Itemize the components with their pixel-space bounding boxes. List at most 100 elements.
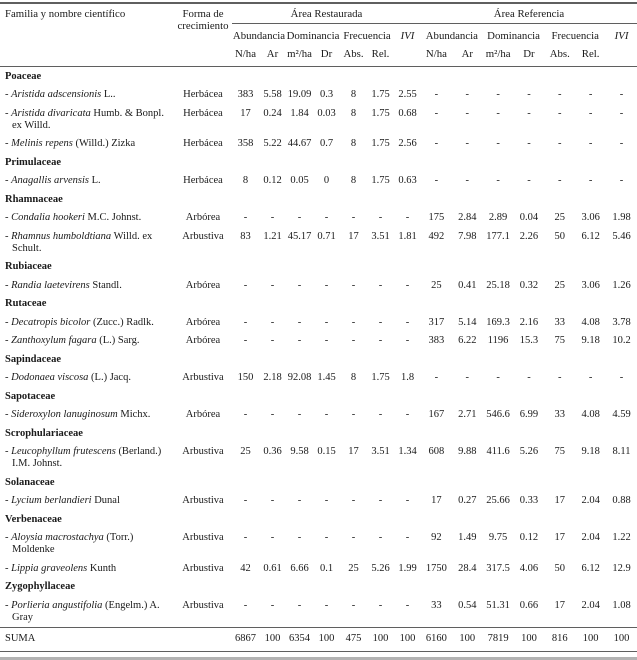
family-row: Sapotaceae — [0, 387, 637, 406]
value-cell: 4.08 — [581, 409, 600, 420]
value-cell: - — [324, 279, 329, 291]
value-cell: - — [465, 138, 470, 149]
value-cell: 1.45 — [317, 372, 336, 383]
species-binomial: Zanthoxylum fagara — [11, 335, 97, 346]
species-row: - Aloysia macrostachya (Torr.) Moldenke A… — [0, 529, 637, 560]
family-name: Rutaceae — [5, 298, 47, 309]
value-cell: - — [351, 532, 356, 543]
value-cell: - — [405, 279, 410, 291]
value-cell: 8 — [350, 107, 357, 119]
value-cell: - — [351, 495, 356, 506]
value-cell: - — [434, 372, 439, 383]
species-name-cell: - Randia laetevirens Standl. — [5, 279, 122, 291]
value-cell: 1.75 — [371, 107, 390, 119]
value-cell: - — [434, 175, 439, 186]
value-cell: 5.26 — [371, 562, 390, 574]
value-cell: 6.12 — [581, 230, 600, 242]
suma-value-cell: 100 — [451, 626, 483, 652]
metric-header-frequency-reference: Frecuencia — [551, 30, 599, 42]
value-cell: 7.98 — [458, 230, 477, 242]
value-cell: 42 — [240, 562, 251, 574]
value-cell: 9.18 — [581, 446, 600, 457]
unit-header-rel-restored: Rel. — [367, 43, 394, 67]
header-row-groups: Familia y nombre científico Forma de cre… — [0, 3, 637, 67]
value-cell: 317 — [428, 316, 445, 328]
value-cell: 6.66 — [290, 562, 309, 574]
value-cell: 45.17 — [287, 230, 312, 242]
species-row: - Rhamnus humboldtiana Willd. ex Schult.… — [0, 227, 637, 258]
value-cell: - — [270, 212, 275, 223]
value-cell: - — [588, 107, 593, 119]
value-cell: 1.99 — [398, 562, 417, 574]
species-binomial: Aloysia macrostachya — [11, 532, 104, 543]
value-cell: 4.59 — [612, 409, 631, 420]
value-cell: 83 — [240, 230, 251, 242]
species-row: - Leucophyllum frutescens (Berland.) I.M… — [0, 443, 637, 474]
family-row: Zygophyllaceae — [0, 578, 637, 597]
value-cell: 25 — [240, 446, 251, 457]
column-header-family: Familia y nombre científico — [0, 3, 174, 67]
family-name: Scrophulariaceae — [5, 427, 83, 439]
species-row: - Aristida divaricata Humb. & Bonpl. ex … — [0, 104, 637, 135]
value-cell: - — [270, 335, 275, 346]
value-cell: - — [558, 175, 562, 186]
value-cell: - — [243, 599, 248, 611]
value-cell: 4.06 — [519, 562, 539, 574]
species-name-cell: - Porlieria angustifolia (Engelm.) A. Gr… — [5, 599, 160, 623]
value-cell: 8 — [242, 175, 249, 186]
family-row: Scrophulariaceae — [0, 424, 637, 443]
species-name-cell: - Zanthoxylum fagara (L.) Sarg. — [5, 335, 140, 346]
value-cell: - — [405, 599, 410, 611]
value-cell: - — [378, 212, 383, 223]
value-cell: - — [297, 495, 302, 506]
value-cell: - — [243, 495, 248, 506]
family-name: Primulaceae — [5, 156, 61, 168]
value-cell: - — [243, 279, 248, 291]
value-cell: - — [405, 316, 410, 328]
value-cell: 2.04 — [581, 495, 600, 506]
value-cell: - — [405, 409, 410, 420]
value-cell: 15.3 — [519, 335, 539, 346]
species-name-cell: - Sideroxylon lanuginosum Michx. — [5, 409, 151, 420]
suma-value-cell: 6354 — [286, 626, 313, 652]
value-cell: 0.63 — [398, 175, 417, 186]
value-cell: 0 — [323, 175, 330, 186]
species-row: - Randia laetevirens Standl. Arbórea - - - - -… — [0, 276, 637, 295]
value-cell: - — [297, 316, 302, 328]
value-cell: - — [297, 409, 302, 420]
value-cell: - — [243, 335, 248, 346]
species-binomial: Porlieria angustifolia — [11, 599, 103, 611]
value-cell: 92 — [431, 532, 442, 543]
value-cell: 1.84 — [290, 107, 309, 119]
unit-header-dr-reference: Dr — [513, 43, 545, 67]
suma-value-cell: 816 — [544, 626, 576, 652]
value-cell: - — [351, 599, 356, 611]
unit-header-abs-restored: Abs. — [340, 43, 367, 67]
metric-header-frequency-restored: Frecuencia — [343, 30, 391, 42]
value-cell: 177.1 — [486, 230, 510, 242]
species-binomial: Leucophyllum frutescens — [11, 446, 116, 457]
value-cell: 6.22 — [458, 335, 477, 346]
value-cell: 2.84 — [458, 212, 477, 223]
value-cell: 12.9 — [612, 562, 631, 574]
suma-value-cell: 100 — [513, 626, 545, 652]
suma-value-cell: 100 — [606, 626, 637, 652]
suma-value-cell: 100 — [367, 626, 394, 652]
species-row: - Porlieria angustifolia (Engelm.) A. Gr… — [0, 596, 637, 627]
family-name: Solanaceae — [5, 476, 55, 488]
value-cell: 1.21 — [263, 230, 282, 242]
value-cell: 2.71 — [458, 409, 477, 420]
growth-form-cell: Arbórea — [185, 335, 221, 346]
value-cell: - — [558, 372, 562, 383]
growth-form-cell: Herbácea — [183, 89, 223, 100]
species-binomial: Dodonaea viscosa — [11, 372, 89, 383]
value-cell: 5.14 — [458, 316, 477, 328]
value-cell: 4.08 — [581, 316, 600, 328]
unit-header-dr-restored: Dr — [313, 43, 340, 67]
species-binomial: Lippia graveolens — [11, 562, 88, 574]
value-cell: - — [270, 409, 275, 420]
value-cell: 0.68 — [398, 107, 417, 119]
family-name: Sapotaceae — [5, 390, 56, 402]
species-name-cell: - Lippia graveolens Kunth — [5, 562, 117, 574]
value-cell: - — [324, 532, 329, 543]
